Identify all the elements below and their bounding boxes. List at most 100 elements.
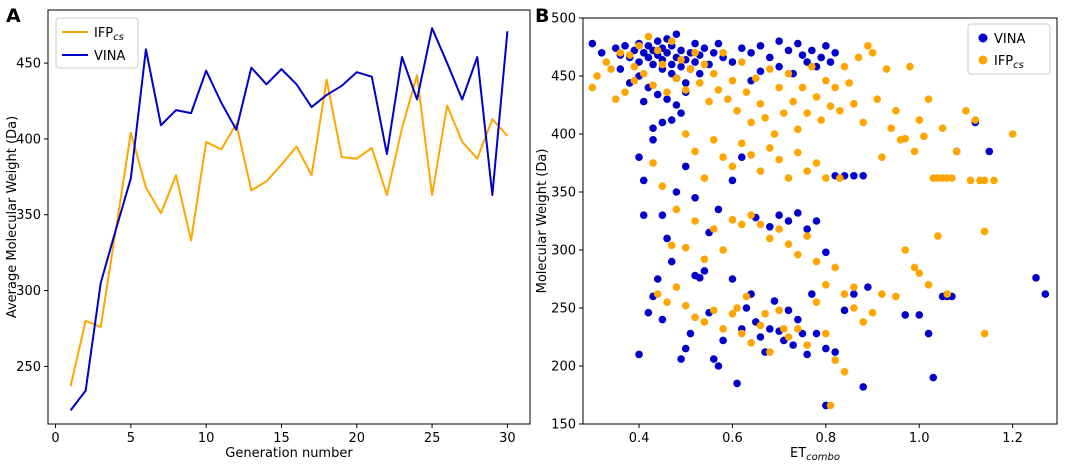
panel-b-point-ifpcs [822, 281, 830, 289]
panel-b-point-ifpcs [910, 263, 919, 272]
panel-b-point-ifpcs [649, 159, 657, 167]
panel-b-point-vina [649, 124, 657, 132]
panel-b-point-ifpcs [775, 155, 783, 164]
panel-b-point-vina [822, 42, 830, 50]
panel-b-point-vina [635, 153, 643, 161]
panel-b-point-vina [794, 209, 802, 217]
panel-b-point-ifpcs [691, 49, 699, 57]
panel-b-point-vina [822, 248, 830, 257]
panel-b-point-ifpcs [756, 100, 765, 108]
panel-a-line-chart: A 0 5 10 15 20 25 30 250 300 350 400 450 Generatio… [5, 5, 531, 461]
panel-b-point-ifpcs [892, 107, 900, 115]
panel-b-point-vina [719, 336, 727, 345]
panel-b-point-vina [747, 49, 755, 57]
panel-b-point-ifpcs [714, 86, 723, 94]
panel-a-y-tick-label: 350 [16, 208, 41, 223]
panel-b-point-vina [639, 211, 648, 219]
panel-b-point-ifpcs [971, 116, 980, 124]
panel-b-point-ifpcs [681, 243, 690, 252]
panel-b-point-vina [621, 42, 629, 50]
panel-b-point-ifpcs [681, 301, 690, 310]
panel-b-point-vina [864, 283, 872, 291]
panel-b-point-ifpcs [812, 159, 821, 167]
panel-b-point-vina [859, 383, 867, 391]
panel-b-point-ifpcs [892, 292, 900, 301]
panel-b-point-ifpcs [700, 255, 709, 264]
panel-b-point-ifpcs [681, 86, 690, 94]
panel-b-point-ifpcs [691, 217, 699, 225]
panel-b-y-tick-label: 500 [551, 12, 576, 27]
panel-b-point-vina [639, 176, 648, 185]
panel-b-point-ifpcs [962, 107, 970, 115]
panel-b-point-vina [644, 308, 653, 317]
panel-b-point-ifpcs [808, 62, 816, 71]
panel-b-point-ifpcs [667, 37, 676, 45]
panel-a-x-tick-label: 25 [424, 431, 441, 446]
panel-b-point-ifpcs [742, 88, 751, 97]
panel-b-point-ifpcs [831, 263, 839, 272]
panel-b-point-ifpcs [630, 62, 639, 71]
panel-a-plot-area [69, 27, 509, 411]
panel-b-point-ifpcs [938, 124, 947, 132]
panel-b-point-ifpcs [630, 76, 639, 85]
panel-b-point-ifpcs [709, 69, 718, 78]
panel-a-y-tick-label: 400 [16, 132, 41, 147]
panel-b-point-ifpcs [766, 348, 774, 356]
panel-b-point-ifpcs [709, 306, 718, 315]
panel-b-point-vina [667, 116, 676, 124]
panel-b-point-ifpcs [915, 269, 924, 278]
panel-b-point-ifpcs [719, 49, 727, 57]
panel-b-point-vina [653, 37, 662, 45]
panel-b-point-ifpcs [859, 118, 867, 127]
panel-b-point-ifpcs [672, 283, 681, 291]
panel-b-point-vina [756, 42, 765, 50]
panel-a-x-tick-label: 30 [499, 431, 516, 446]
panel-b-point-vina [794, 39, 802, 48]
panel-b-point-vina [667, 60, 676, 69]
panel-a-x-tick-label: 10 [198, 431, 215, 446]
panel-b-point-ifpcs [980, 227, 989, 236]
panel-b-point-ifpcs [756, 220, 765, 229]
panel-b-point-vina [709, 49, 718, 57]
panel-b-point-ifpcs [831, 356, 839, 365]
panel-b-point-vina [775, 62, 783, 71]
panel-b-point-ifpcs [910, 147, 919, 156]
panel-b-point-vina [714, 205, 723, 214]
panel-b-axes-frame [582, 17, 1058, 425]
panel-b-point-ifpcs [836, 174, 844, 182]
panel-b-point-vina [756, 333, 765, 341]
panel-b-point-vina [817, 53, 825, 62]
panel-b-point-ifpcs [639, 69, 648, 78]
panel-b-point-vina [737, 153, 746, 161]
panel-b-point-ifpcs [686, 65, 695, 73]
panel-b-legend-vina-swatch [978, 33, 988, 43]
panel-b-point-ifpcs [705, 97, 713, 106]
panel-a-x-ticks: 0 5 10 15 20 25 30 [51, 424, 516, 446]
panel-b-point-vina [850, 171, 858, 180]
panel-b-point-ifpcs [672, 74, 681, 83]
panel-b-point-vina [663, 49, 671, 57]
panel-b-point-vina [681, 79, 690, 87]
panel-b-point-ifpcs [695, 79, 704, 87]
panel-a-y-ticks: 250 300 350 400 450 [16, 57, 48, 375]
panel-b-point-vina [1032, 274, 1040, 282]
panel-b-point-vina [663, 95, 671, 103]
panel-b-point-ifpcs [742, 292, 751, 301]
panel-b-point-ifpcs [635, 42, 643, 50]
panel-b-point-vina [686, 329, 695, 338]
panel-b-point-ifpcs [653, 290, 662, 298]
panel-b-point-ifpcs [798, 83, 807, 92]
panel-b-point-vina [658, 211, 667, 219]
panel-b-point-vina [850, 290, 858, 298]
panel-b-point-ifpcs [766, 65, 774, 73]
panel-b-point-vina [644, 53, 653, 62]
panel-b-point-ifpcs [723, 95, 732, 103]
panel-b-point-ifpcs [840, 290, 849, 298]
panel-b-point-vina [789, 341, 797, 349]
panel-a-x-tick-label: 0 [51, 431, 59, 446]
panel-b-point-ifpcs [803, 167, 811, 175]
panel-b-point-ifpcs [924, 95, 933, 103]
panel-b-point-ifpcs [887, 124, 896, 132]
panel-a-x-axis-label: Generation number [225, 446, 353, 461]
panel-a-y-tick-label: 300 [16, 284, 41, 299]
